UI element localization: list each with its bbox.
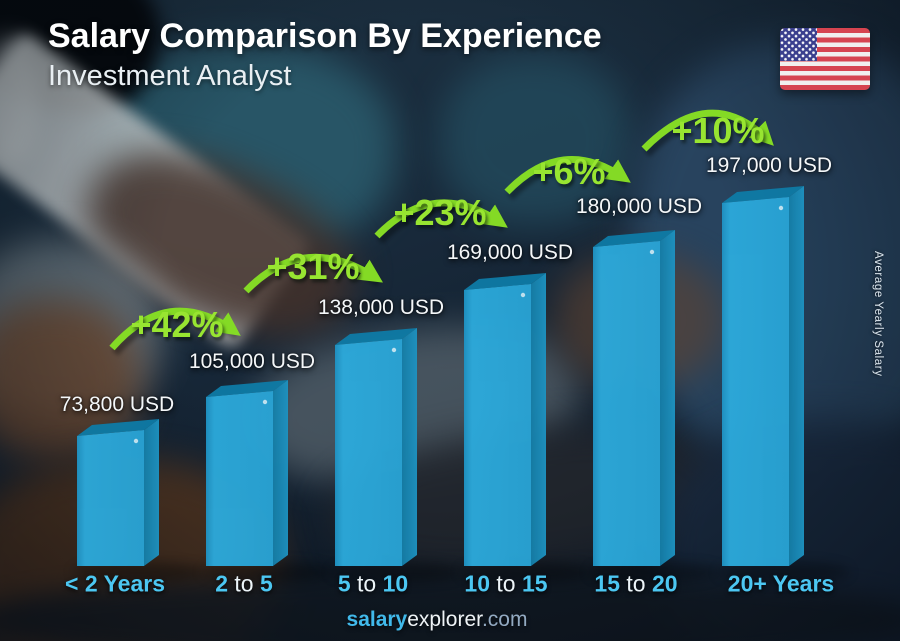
bar-shadow (459, 562, 592, 582)
bar-shadow (72, 562, 205, 582)
growth-arrow-icon (641, 109, 774, 152)
growth-arrow-icon (109, 307, 241, 351)
value-label: 169,000 USD (446, 241, 574, 264)
value-label: 138,000 USD (317, 296, 445, 319)
category-label: 5 to 10 (337, 570, 409, 597)
percent-change-badge: +31% (266, 246, 360, 287)
brand-explorer: explorer (407, 608, 482, 631)
y-axis-title: Average Yearly Salary (872, 251, 884, 377)
value-label: 197,000 USD (705, 154, 833, 177)
site-watermark: salaryexplorer.com (347, 608, 528, 632)
bar-shadow (588, 562, 721, 582)
category-label: 10 to 15 (464, 570, 548, 597)
bar (206, 380, 288, 566)
page-subtitle: Investment Analyst (48, 60, 292, 92)
brand-salary: salary (346, 608, 408, 631)
percent-change-badge: +10% (671, 110, 765, 151)
brand-domain: .com (481, 608, 528, 631)
growth-arrow-icon (374, 199, 508, 239)
category-label: < 2 Years (65, 570, 165, 597)
bar (77, 419, 159, 566)
bar-shadow (330, 562, 463, 582)
us-flag-canton (780, 28, 817, 62)
category-label: 20+ Years (727, 570, 835, 597)
percent-change-badge: +42% (130, 304, 224, 345)
bar (335, 328, 417, 566)
percent-change-badge: +6% (532, 151, 606, 192)
bar (722, 186, 804, 566)
percent-change-badge: +23% (393, 192, 487, 233)
page-title: Salary Comparison By Experience (48, 17, 602, 55)
bar (593, 230, 675, 566)
bar (464, 273, 546, 566)
growth-arrow-icon (243, 253, 383, 294)
category-label: 2 to 5 (215, 570, 273, 597)
category-label: 15 to 20 (594, 570, 678, 597)
value-label: 180,000 USD (575, 195, 703, 218)
growth-arrow-icon (504, 156, 631, 195)
value-label: 73,800 USD (59, 393, 175, 416)
value-label: 105,000 USD (188, 350, 316, 373)
us-flag-icon (780, 28, 870, 90)
bar-shadow (201, 562, 334, 582)
bar-shadow (717, 562, 850, 582)
